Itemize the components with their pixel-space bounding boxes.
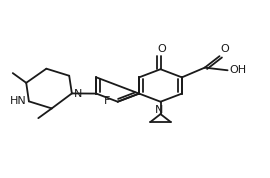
Text: N: N	[155, 105, 163, 115]
Text: O: O	[221, 44, 230, 54]
Text: HN: HN	[10, 96, 27, 106]
Text: O: O	[157, 44, 166, 54]
Text: F: F	[104, 96, 110, 106]
Text: OH: OH	[229, 65, 246, 75]
Text: N: N	[74, 89, 82, 99]
